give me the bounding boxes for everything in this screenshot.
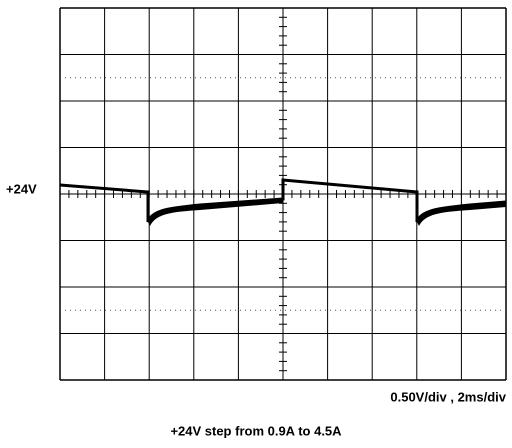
scale-label: 0.50V/div , 2ms/div [390,389,506,404]
graticule [59,7,507,381]
caption: +24V step from 0.9A to 4.5A [170,423,342,438]
trace-fill [148,199,506,226]
level-marker: +24V [6,181,37,196]
